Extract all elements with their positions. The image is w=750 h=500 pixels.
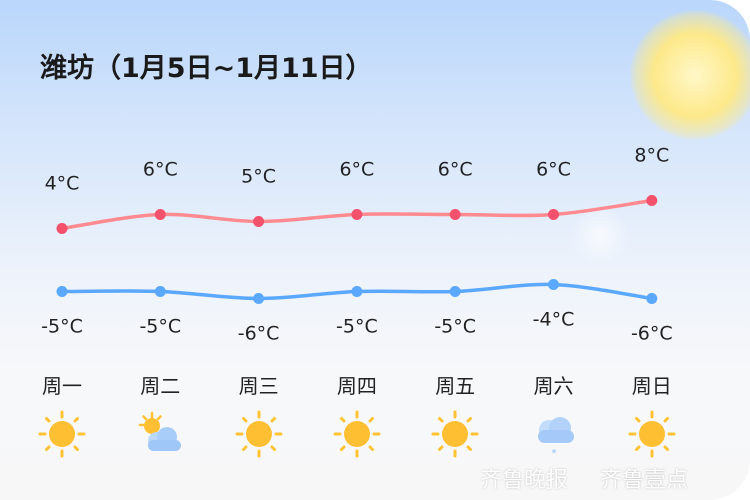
day-label: 周二 [140, 374, 181, 398]
low-temp-label: -5°C [336, 316, 378, 338]
high-temp-point [548, 209, 559, 220]
day-label: 周四 [336, 374, 377, 398]
glow-decoration [570, 205, 630, 265]
day-label: 周六 [533, 374, 574, 398]
low-temp-point [351, 286, 363, 297]
high-temp-label: 6°C [438, 159, 473, 181]
sun-decoration [630, 10, 750, 140]
low-temp-point [548, 279, 559, 290]
snow-icon: * [530, 410, 578, 459]
high-temp-point [351, 209, 363, 220]
low-temp-point [449, 286, 461, 297]
sunny-icon [38, 410, 86, 458]
high-temp-label: 6°C [536, 159, 571, 181]
sunny-icon [333, 410, 381, 458]
page-title: 潍坊（1月5日~1月11日） [40, 53, 373, 84]
day-label: 周三 [238, 374, 279, 398]
partly-cloudy-icon [136, 410, 184, 458]
low-temp-label: -4°C [533, 309, 575, 331]
watermark-qilu-evening-news: 齐鲁晚报 [480, 468, 569, 493]
high-temp-point [56, 223, 68, 234]
high-temp-label: 4°C [45, 173, 80, 195]
svg-text:*: * [551, 448, 556, 458]
high-temp-point [449, 209, 461, 220]
low-temp-label: -6°C [238, 323, 280, 345]
sunny-icon [235, 410, 283, 458]
high-temp-point [154, 209, 166, 220]
low-temp-point [253, 293, 265, 304]
high-temp-label: 6°C [339, 159, 374, 181]
low-temp-label: -5°C [139, 316, 181, 338]
sunny-icon [628, 410, 676, 458]
day-label: 周日 [631, 374, 672, 398]
day-label: 周一 [42, 374, 82, 398]
low-temp-point [56, 286, 68, 297]
high-temp-label: 8°C [634, 145, 669, 167]
low-temp-point [154, 286, 166, 297]
sunny-icon [431, 410, 479, 458]
high-temp-label: 6°C [143, 159, 178, 181]
low-temp-point [646, 293, 658, 304]
low-temp-label: -6°C [631, 323, 673, 345]
low-temp-label: -5°C [434, 316, 476, 338]
watermark-qilu-yidian: 齐鲁壹点 [600, 468, 689, 493]
high-temp-point [646, 195, 658, 206]
high-temp-point [253, 216, 265, 227]
low-temp-label: -5°C [41, 316, 83, 338]
high-temp-label: 5°C [241, 166, 276, 188]
day-label: 周五 [435, 374, 476, 398]
